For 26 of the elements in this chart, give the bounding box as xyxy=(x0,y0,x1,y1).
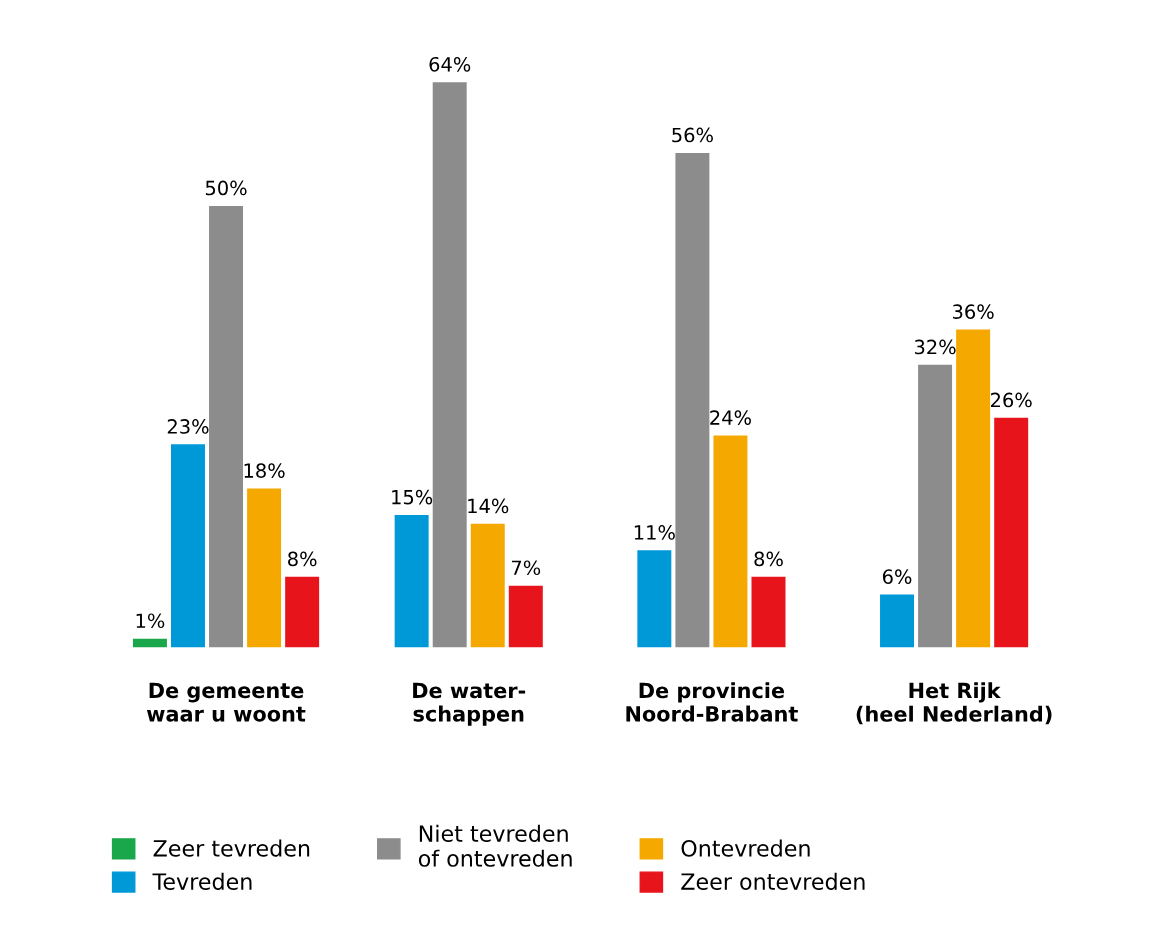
x-tick-label: De provincie Noord-Brabant xyxy=(626,682,798,722)
data-label: 15% xyxy=(392,489,433,505)
data-label: 32% xyxy=(914,339,956,355)
data-label: 56% xyxy=(672,127,713,143)
data-label: 7% xyxy=(511,560,541,576)
data-label: 23% xyxy=(167,419,209,434)
data-label: 18% xyxy=(244,463,285,478)
legend-label: Ontevreden xyxy=(681,839,810,857)
legend-label: Tevreden xyxy=(152,872,252,890)
x-tick-label: Het Rijk (heel Nederland) xyxy=(856,682,1052,725)
data-label: 50% xyxy=(205,180,247,196)
data-label: 36% xyxy=(953,304,994,319)
data-label: 8% xyxy=(288,551,317,567)
data-label: 14% xyxy=(468,498,509,514)
legend-label: Niet tevreden of ontevreden xyxy=(418,824,572,867)
data-label: 8% xyxy=(754,551,783,567)
x-tick-label: De gemeente waar u woont xyxy=(146,682,306,722)
data-label: 26% xyxy=(991,392,1032,408)
data-label: 64% xyxy=(429,56,471,72)
legend-label: Zeer tevreden xyxy=(153,839,310,857)
data-label: 24% xyxy=(710,410,751,425)
data-label: 1% xyxy=(136,613,165,629)
data-label: 6% xyxy=(882,569,912,584)
data-label: 11% xyxy=(634,525,675,540)
legend-label: Zeer ontevreden xyxy=(681,872,865,890)
x-tick-label: De water- schappen xyxy=(413,682,526,726)
